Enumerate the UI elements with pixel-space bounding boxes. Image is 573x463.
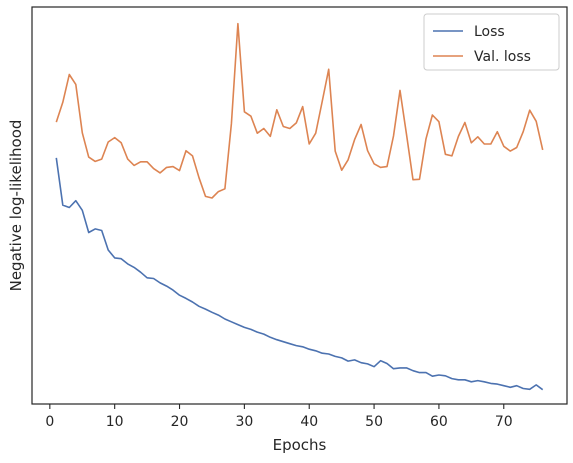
legend-label-val-loss: Val. loss	[474, 49, 531, 65]
plot-area	[31, 6, 568, 405]
x-axis-label: Epochs	[273, 436, 327, 454]
x-tick-label: 20	[171, 414, 189, 430]
x-tick-label: 0	[45, 414, 54, 430]
x-tick-label: 10	[106, 414, 124, 430]
x-axis-ticks: 0 10 20 30 40 50 60 70	[45, 404, 513, 430]
legend-label-loss: Loss	[474, 24, 505, 40]
x-tick-label: 50	[365, 414, 383, 430]
legend: Loss Val. loss	[423, 13, 560, 71]
series-layer	[55, 22, 544, 391]
series-line-val-loss	[55, 22, 544, 199]
x-tick-label: 40	[300, 414, 318, 430]
x-tick-label: 60	[430, 414, 448, 430]
x-tick-label: 30	[235, 414, 253, 430]
y-axis-label: Negative log-likelihood	[7, 120, 25, 292]
x-tick-label: 70	[495, 414, 513, 430]
series-line-loss	[55, 157, 544, 391]
